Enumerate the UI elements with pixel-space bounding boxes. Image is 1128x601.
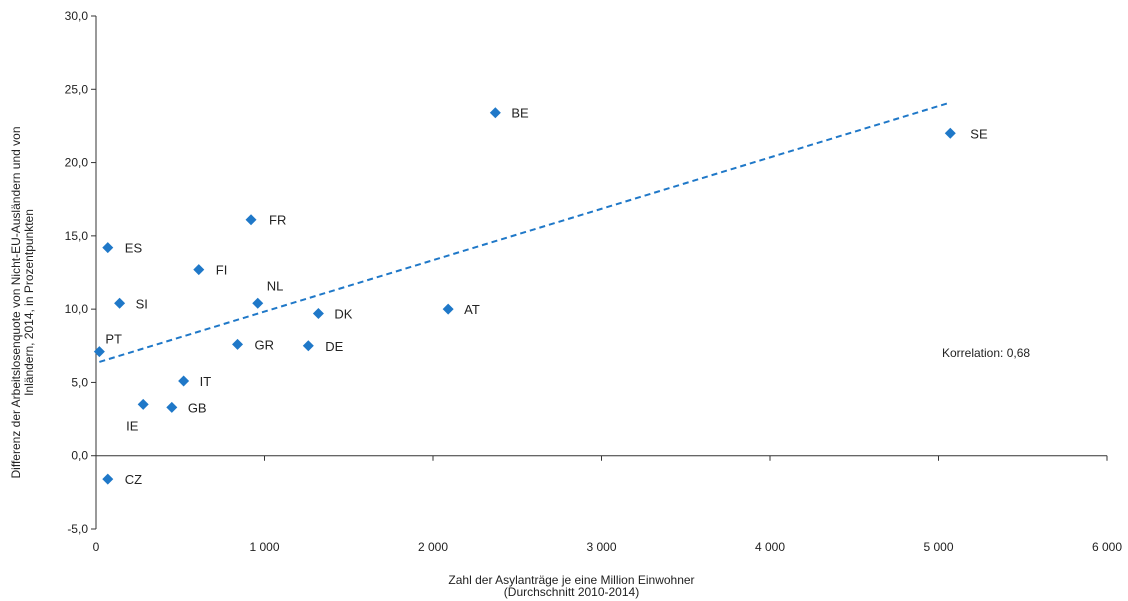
data-point-at [442,303,454,315]
trendline [99,101,951,363]
point-label-fr: FR [269,213,286,228]
point-label-cz: CZ [125,472,142,487]
axis-titles: Zahl der Asylanträge je eine Million Ein… [9,127,695,599]
y-axis-title-line: Differenz der Arbeitslosenquote von Nich… [9,127,23,479]
x-axis-title-line: (Durchschnitt 2010-2014) [504,585,639,599]
data-point-ie [137,398,149,410]
point-label-be: BE [511,106,529,121]
y-tick-label: 20,0 [65,156,89,170]
point-label-dk: DK [334,307,352,322]
point-label-ie: IE [126,418,139,433]
data-point-be [489,107,501,119]
x-tick-label: 5 000 [923,540,953,554]
y-tick-label: 5,0 [71,375,88,389]
point-label-se: SE [970,126,988,141]
x-tick-label: 3 000 [586,540,616,554]
y-axis-title: Differenz der Arbeitslosenquote von Nich… [9,127,36,479]
x-tick-label: 2 000 [418,540,448,554]
data-point-de [302,340,314,352]
point-label-gb: GB [188,400,207,415]
point-label-fi: FI [216,263,228,278]
x-axis-title: Zahl der Asylanträge je eine Million Ein… [448,573,694,599]
x-tick-label: 0 [93,540,100,554]
x-axis-title-line: Zahl der Asylanträge je eine Million Ein… [448,573,694,587]
data-point-es [102,242,114,254]
point-label-gr: GR [255,337,274,352]
y-tick-label: 0,0 [71,449,88,463]
data-point-se [944,127,956,139]
point-label-at: AT [464,302,480,317]
correlation-annotation: Korrelation: 0,68 [942,346,1030,360]
point-label-de: DE [325,339,343,354]
data-point-gr [232,338,244,350]
y-tick-label: 10,0 [65,302,89,316]
axes [91,15,1108,530]
x-tick-label: 1 000 [249,540,279,554]
point-label-es: ES [125,241,143,256]
point-label-pt: PT [105,332,122,347]
y-axis-title-line: Inländern, 2014, in Prozentpunkten [22,209,36,396]
y-tick-label: 30,0 [65,9,89,23]
data-point-fr [245,214,257,226]
tick-labels: -5,0 0,0 5,0 10,0 15,0 20,0 25,0 30,0 0 1 000 2 00… [65,9,1123,554]
y-tick-label: 15,0 [65,229,89,243]
data-point-si [114,297,126,309]
points-group: BE SE FR ES FI SI NL DK AT PT GR DE IT GB IE CZ [93,106,988,487]
data-point-cz [102,473,114,485]
data-point-fi [193,264,205,276]
x-tick-label: 6 000 [1092,540,1122,554]
y-tick-label: 25,0 [65,82,89,96]
y-tick-label: -5,0 [67,522,88,536]
data-point-gb [166,401,178,413]
trendline-group [99,101,951,363]
data-point-nl [252,297,264,309]
x-tick-label: 4 000 [755,540,785,554]
data-point-dk [312,308,324,320]
data-point-pt [93,346,105,358]
point-label-it: IT [200,374,212,389]
data-point-it [178,375,190,387]
point-label-nl: NL [267,278,284,293]
point-label-si: SI [136,296,148,311]
